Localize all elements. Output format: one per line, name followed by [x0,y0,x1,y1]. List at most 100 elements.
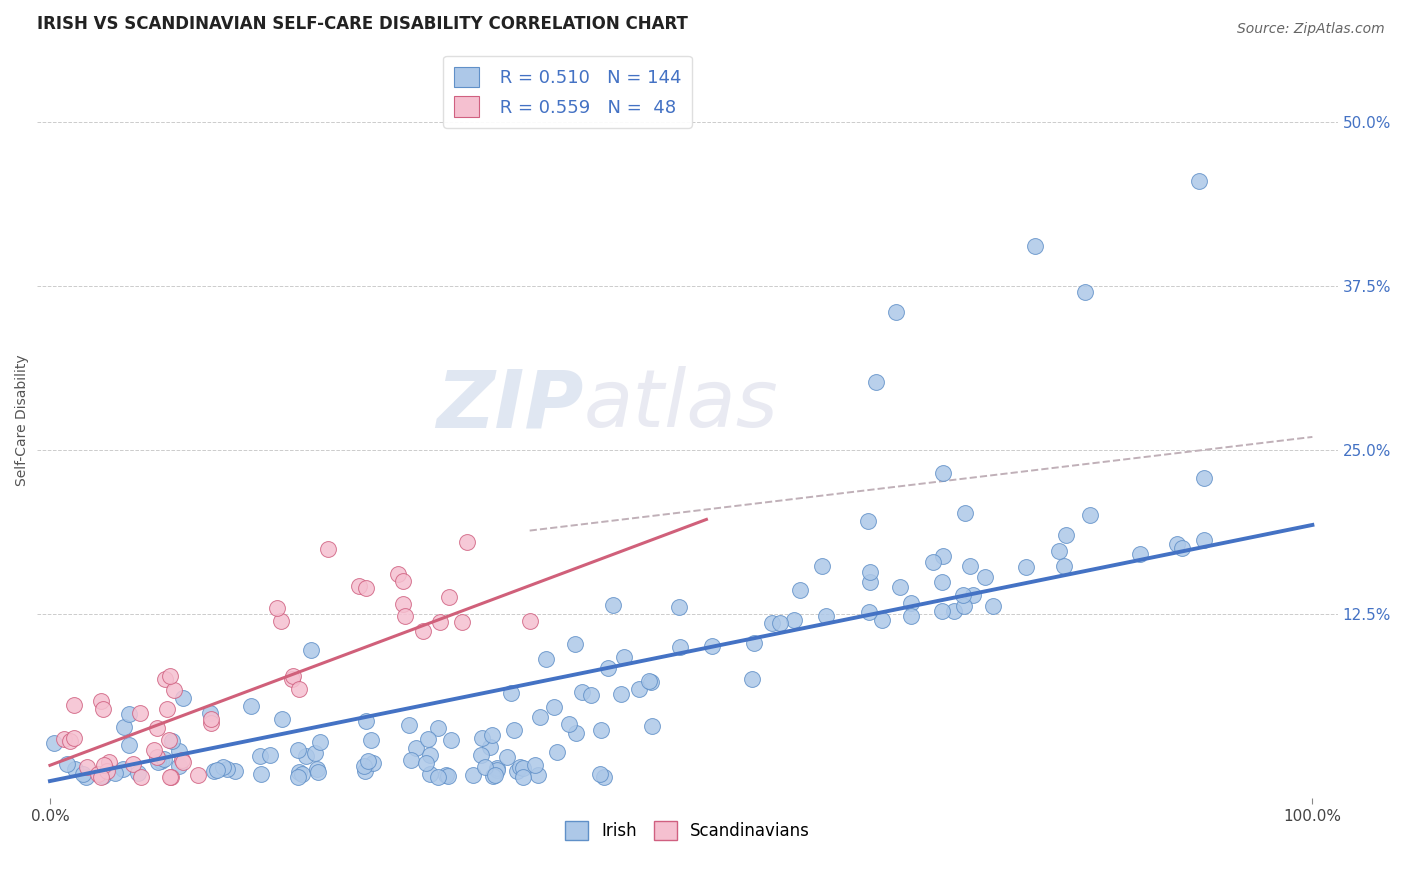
Point [157,732,180,747]
Point [1129,547,1152,561]
Point [1194,533,1216,547]
Point [419,767,441,781]
Point [72,767,94,781]
Point [529,710,551,724]
Point [640,674,662,689]
Point [627,682,650,697]
Point [392,574,415,589]
Point [1054,528,1077,542]
Point [172,755,194,769]
Text: Source: ZipAtlas.com: Source: ZipAtlas.com [1237,22,1385,37]
Point [437,590,460,604]
Point [482,769,505,783]
Legend: Irish, Scandinavians: Irish, Scandinavians [558,814,817,847]
Point [63,763,86,777]
Point [700,639,723,653]
Point [962,588,984,602]
Point [519,614,541,628]
Point [512,770,534,784]
Point [249,748,271,763]
Point [305,762,328,776]
Point [509,759,531,773]
Point [499,686,522,700]
Point [131,770,153,784]
Point [160,734,183,748]
Point [523,757,546,772]
Point [637,674,659,689]
Point [304,746,326,760]
Point [931,575,953,590]
Point [287,743,309,757]
Point [271,712,294,726]
Point [152,752,174,766]
Point [768,615,790,630]
Point [436,768,458,782]
Point [953,506,976,520]
Point [76,760,98,774]
Point [392,597,415,611]
Point [224,764,246,778]
Point [496,749,519,764]
Point [1166,537,1188,551]
Point [565,726,588,740]
Point [953,599,976,614]
Point [217,762,239,776]
Point [669,640,692,655]
Point [484,768,506,782]
Point [309,735,332,749]
Point [361,756,384,770]
Point [526,768,548,782]
Point [810,558,832,573]
Point [63,698,86,713]
Point [129,706,152,720]
Point [111,762,134,776]
Point [299,643,322,657]
Point [118,739,141,753]
Point [287,682,309,697]
Point [122,757,145,772]
Point [856,514,879,528]
Point [59,734,82,748]
Point [287,770,309,784]
Point [1078,508,1101,523]
Point [142,743,165,757]
Point [981,599,1004,613]
Point [93,758,115,772]
Point [399,753,422,767]
Text: ZIP: ZIP [436,367,583,444]
Point [610,687,633,701]
Point [90,693,112,707]
Point [112,720,135,734]
Point [52,731,75,746]
Point [170,753,193,767]
Point [741,672,763,686]
Point [427,721,450,735]
Point [952,588,974,602]
Point [387,567,409,582]
Point [146,749,169,764]
Point [588,767,610,781]
Point [558,716,581,731]
Point [1053,559,1076,574]
Point [90,770,112,784]
Point [439,732,461,747]
Point [291,766,314,780]
Point [474,760,496,774]
Point [429,615,451,629]
Y-axis label: Self-Care Disability: Self-Care Disability [15,355,30,486]
Point [394,609,416,624]
Point [288,764,311,779]
Point [270,615,292,629]
Point [167,759,190,773]
Point [470,747,492,762]
Point [160,770,183,784]
Point [419,748,441,763]
Point [93,769,115,783]
Point [354,764,377,779]
Point [564,638,586,652]
Point [602,598,624,612]
Point [87,767,110,781]
Point [356,754,378,768]
Point [434,768,457,782]
Point [900,608,922,623]
